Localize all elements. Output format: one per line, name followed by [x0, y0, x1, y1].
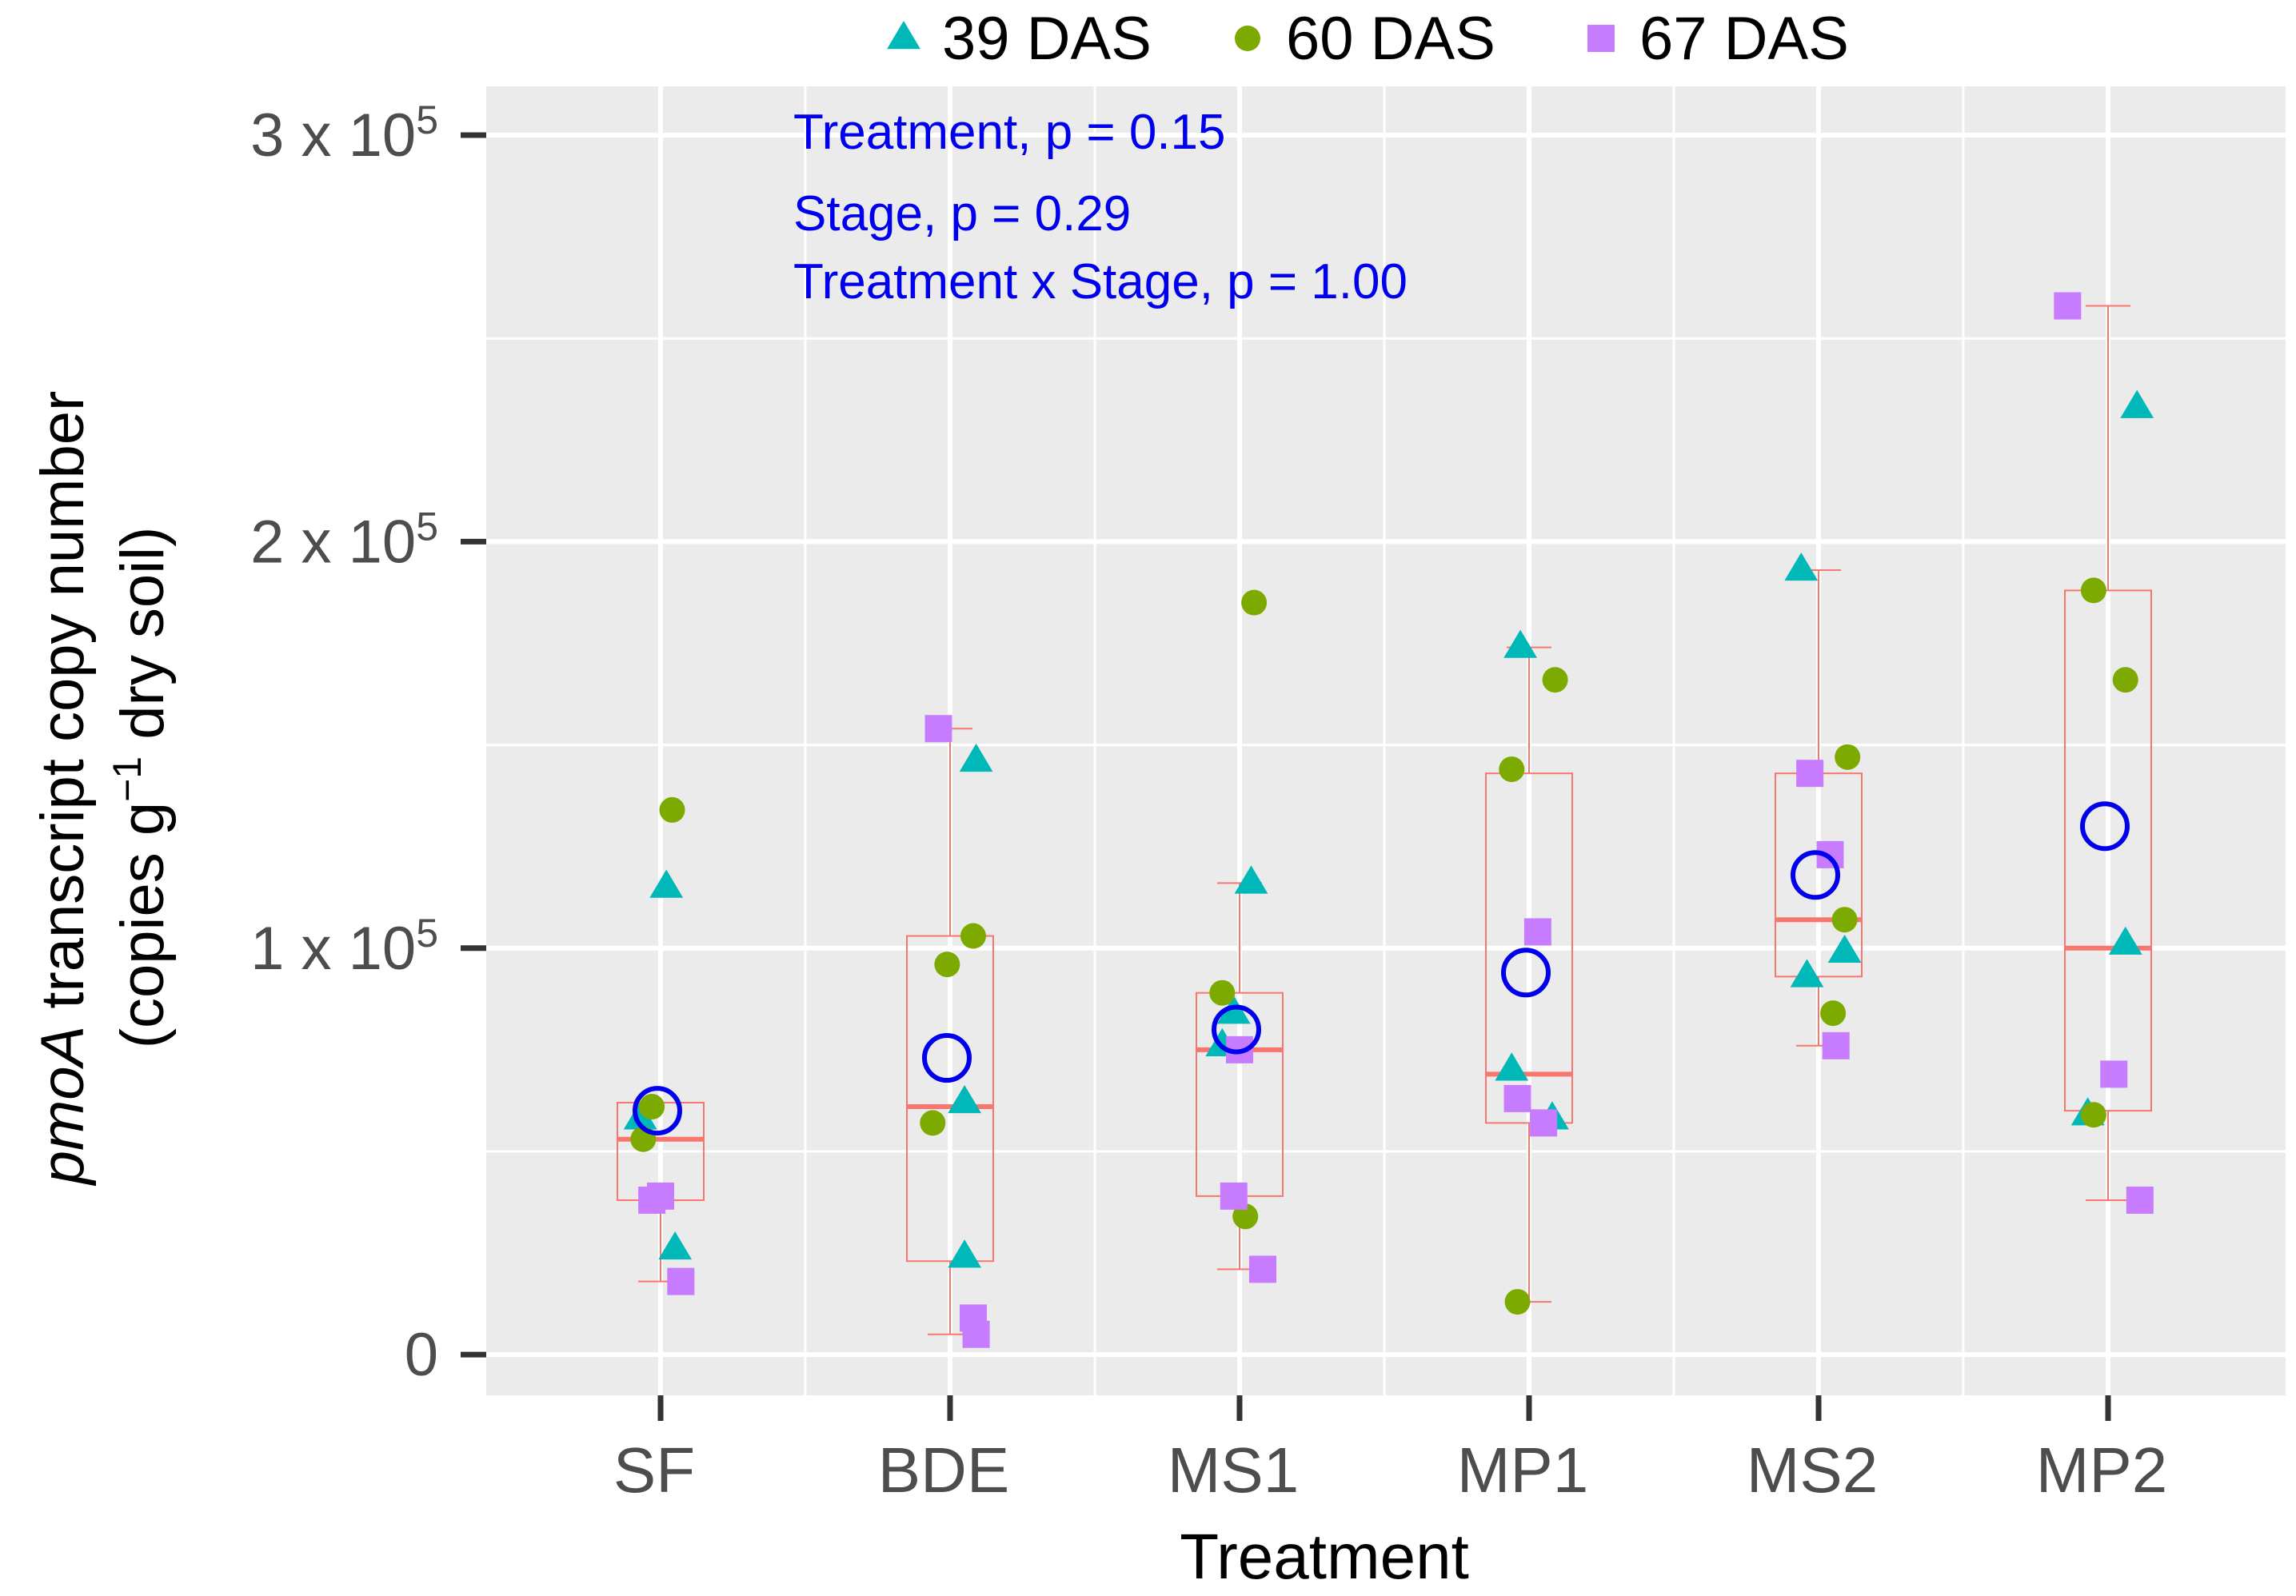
- point-67-das: [2100, 1060, 2128, 1088]
- x-tick-label: BDE: [878, 1434, 1010, 1506]
- stat-annotation: Stage, p = 0.29: [793, 186, 1131, 241]
- legend-label-39-das: 39 DAS: [942, 5, 1152, 73]
- legend-marker-67-das: [1587, 25, 1615, 52]
- point-39-das: [1503, 629, 1538, 658]
- point-67-das: [1796, 760, 1824, 788]
- y-tick-label: 3 x 105: [250, 98, 438, 170]
- point-60-das: [1504, 1289, 1531, 1315]
- x-tick-label: SF: [613, 1434, 695, 1506]
- point-60-das: [659, 796, 685, 823]
- point-60-das: [1831, 907, 1858, 933]
- point-60-das: [1835, 744, 1861, 770]
- point-60-das: [920, 1110, 946, 1136]
- point-60-das: [1232, 1203, 1259, 1230]
- mean-marker: [1212, 1004, 1261, 1055]
- point-67-das: [1523, 918, 1551, 946]
- point-39-das: [1495, 1052, 1529, 1081]
- legend-label-67-das: 67 DAS: [1639, 5, 1849, 73]
- point-67-das: [924, 715, 952, 743]
- point-39-das: [948, 1239, 981, 1268]
- point-39-das: [658, 1231, 692, 1260]
- point-39-das: [1827, 934, 1862, 964]
- legend-marker-60-das: [1235, 26, 1260, 51]
- point-39-das: [1784, 552, 1819, 581]
- x-tick-label: MS2: [1747, 1434, 1879, 1506]
- stat-annotation: Treatment, p = 0.15: [793, 105, 1226, 160]
- box-iqr: [906, 935, 994, 1263]
- axis-layer: 0 1 x 105 2 x 105 3 x 105 SF BDE MS1 MP1 MS2 MP2 T…: [29, 98, 2167, 1592]
- annotation-layer: Treatment, p = 0.15 Stage, p = 0.29 Treatm…: [793, 105, 1408, 309]
- point-39-das: [1790, 959, 1824, 988]
- point-39-das: [623, 1101, 657, 1130]
- point-39-das: [2108, 926, 2142, 955]
- point-60-das: [2080, 577, 2106, 604]
- x-tick-label: MS1: [1168, 1434, 1300, 1506]
- point-67-das: [962, 1320, 990, 1348]
- y-tick-label: 2 x 105: [250, 504, 438, 576]
- point-60-das: [1542, 667, 1568, 693]
- point-60-das: [960, 923, 986, 949]
- point-60-das: [2080, 1102, 2106, 1128]
- panel-background: [486, 86, 2286, 1395]
- mean-marker: [922, 1033, 972, 1083]
- legend: 39 DAS 60 DAS 67 DAS: [887, 5, 1849, 73]
- point-39-das: [1216, 996, 1251, 1024]
- y-tick-label: 0: [405, 1321, 438, 1389]
- mean-marker: [1501, 948, 1551, 998]
- point-60-das: [1499, 756, 1525, 783]
- x-tick-label: MP2: [2036, 1434, 2168, 1506]
- point-60-das: [639, 1094, 665, 1120]
- point-39-das: [959, 743, 993, 772]
- point-60-das: [1820, 1000, 1847, 1027]
- x-tick-label: MP1: [1457, 1434, 1589, 1506]
- y-axis-title-line2: (copies g−1 dry soil): [105, 527, 177, 1049]
- point-67-das: [2126, 1186, 2154, 1214]
- y-tick-label: 1 x 105: [250, 911, 438, 983]
- point-39-das: [649, 869, 684, 898]
- mean-marker: [2080, 801, 2130, 852]
- box-iqr: [1485, 772, 1573, 1124]
- point-39-das: [1234, 865, 1268, 894]
- box-iqr: [2064, 589, 2152, 1112]
- mean-marker: [1791, 850, 1840, 900]
- point-67-das: [638, 1186, 666, 1214]
- x-axis-title: Treatment: [1180, 1521, 1469, 1592]
- point-67-das: [1248, 1255, 1276, 1283]
- point-60-das: [1241, 589, 1268, 616]
- mean-marker: [633, 1086, 682, 1136]
- plot-panel: [486, 86, 2286, 1395]
- point-60-das: [934, 952, 960, 978]
- point-39-das: [2120, 389, 2154, 418]
- point-67-das: [667, 1267, 695, 1295]
- point-67-das: [1503, 1084, 1531, 1112]
- y-axis-title-line1: pmoA transcript copy number: [29, 391, 97, 1187]
- point-60-das: [2112, 667, 2138, 693]
- point-67-das: [1822, 1031, 1850, 1059]
- legend-label-60-das: 60 DAS: [1286, 5, 1495, 73]
- point-67-das: [1530, 1109, 1558, 1137]
- stat-annotation: Treatment x Stage, p = 1.00: [793, 254, 1408, 309]
- mean-layer: [633, 801, 2130, 1136]
- legend-marker-39-das: [887, 21, 920, 50]
- point-60-das: [1209, 980, 1236, 1006]
- point-67-das: [2054, 292, 2082, 320]
- point-39-das: [948, 1084, 981, 1114]
- point-67-das: [1220, 1182, 1248, 1210]
